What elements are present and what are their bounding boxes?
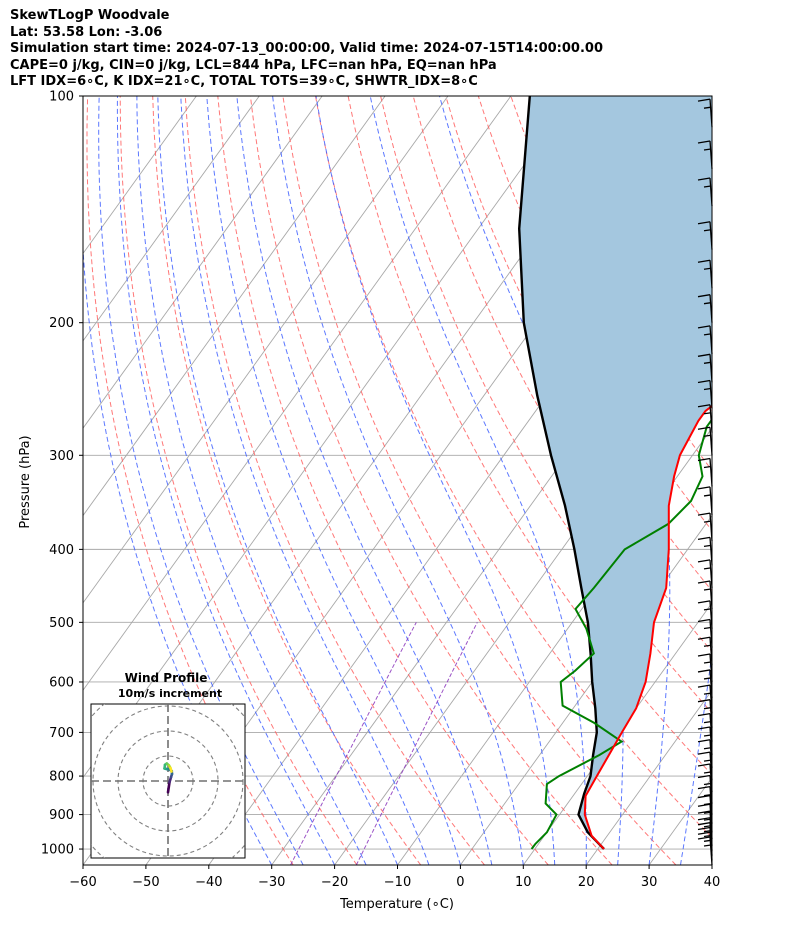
dry-adiabat bbox=[119, 96, 358, 865]
x-tick-label: 10 bbox=[515, 875, 532, 890]
moist-adiabat bbox=[98, 96, 304, 865]
axes-layer: Pressure (hPa) Temperature (∘C) −60 −50 −4… bbox=[18, 90, 720, 913]
moist-adiabat bbox=[272, 96, 524, 865]
y-tick-label: 200 bbox=[49, 316, 74, 331]
dry-adiabat bbox=[347, 96, 712, 776]
x-tick-label: −20 bbox=[321, 875, 348, 890]
isotherm-line bbox=[83, 96, 512, 692]
cape-indices-line: CAPE=0 j/kg, CIN=0 j/kg, LCL=844 hPa, LF… bbox=[10, 57, 497, 73]
x-tick-label: −10 bbox=[384, 875, 411, 890]
isotherm-line bbox=[585, 689, 712, 865]
isotherm-line bbox=[83, 96, 260, 342]
dry-adiabat bbox=[217, 96, 549, 865]
moist-adiabat bbox=[315, 96, 556, 865]
mixing-ratio-line bbox=[355, 622, 478, 865]
moist-adiabat bbox=[711, 862, 712, 865]
moist-adiabat bbox=[116, 96, 336, 865]
dry-adiabat bbox=[249, 96, 613, 865]
chart-title: SkewTLogP Woodvale bbox=[10, 8, 170, 23]
isotherm-line bbox=[271, 252, 712, 865]
y-tick-label: 700 bbox=[49, 726, 74, 741]
mixing-ratio-line bbox=[290, 622, 417, 865]
dewpoint-line bbox=[530, 417, 712, 850]
x-tick-label: 0 bbox=[456, 875, 464, 890]
isotherm-line bbox=[460, 514, 712, 865]
title-block: SkewTLogP Woodvale Lat: 53.58 Lon: -3.06… bbox=[10, 8, 603, 91]
y-tick-label: 400 bbox=[49, 543, 74, 558]
x-tick-label: −50 bbox=[132, 875, 159, 890]
y-tick-label: 1000 bbox=[41, 843, 74, 858]
x-tick-label: 30 bbox=[641, 875, 658, 890]
isotherm-line bbox=[83, 96, 449, 604]
dry-adiabat bbox=[315, 96, 712, 839]
inset-title: Wind Profile bbox=[125, 671, 208, 685]
parcel-profile-line bbox=[517, 96, 605, 850]
y-tick-label: 500 bbox=[49, 616, 74, 631]
isotherm-line bbox=[83, 96, 323, 429]
isotherm-line bbox=[711, 864, 712, 865]
location-line: Lat: 53.58 Lon: -3.06 bbox=[10, 24, 163, 40]
isotherm-line bbox=[775, 96, 794, 865]
background-lines bbox=[83, 96, 794, 865]
x-tick-label: 20 bbox=[578, 875, 595, 890]
moist-adiabat bbox=[157, 96, 398, 865]
cape-layer bbox=[519, 96, 712, 849]
dry-adiabat bbox=[184, 96, 485, 865]
dry-adiabat bbox=[705, 96, 712, 109]
dry-adiabat bbox=[86, 96, 294, 865]
isotherm-line bbox=[83, 96, 197, 255]
hodograph-segment bbox=[169, 766, 173, 773]
y-tick-label: 300 bbox=[49, 449, 74, 464]
y-tick-label: 900 bbox=[49, 808, 74, 823]
y-axis-label: Pressure (hPa) bbox=[18, 435, 33, 528]
x-axis-label: Temperature (∘C) bbox=[339, 897, 454, 912]
cape-shading bbox=[519, 96, 712, 849]
moist-adiabat bbox=[180, 96, 430, 865]
x-tick-label: −40 bbox=[195, 875, 222, 890]
y-tick-label: 600 bbox=[49, 675, 74, 690]
temperature-line bbox=[583, 404, 712, 850]
moist-adiabat bbox=[744, 96, 794, 865]
isotherm-line bbox=[83, 96, 386, 517]
moist-adiabat bbox=[236, 96, 493, 865]
y-tick-label: 100 bbox=[49, 90, 74, 105]
series-layer bbox=[517, 96, 712, 850]
wind-barb bbox=[697, 486, 713, 515]
dry-adiabat bbox=[739, 96, 794, 865]
inset-subtitle: 10m/s increment bbox=[118, 687, 222, 700]
dry-adiabat bbox=[380, 96, 712, 714]
moist-adiabat bbox=[206, 96, 461, 865]
dry-adiabat bbox=[282, 96, 677, 865]
x-tick-label: −60 bbox=[69, 875, 96, 890]
stability-indices-line: LFT IDX=6∘C, K IDX=21∘C, TOTAL TOTS=39∘C… bbox=[10, 74, 478, 90]
hodograph-inset: Wind Profile 10m/s increment bbox=[90, 671, 246, 859]
dry-adiabat bbox=[771, 96, 794, 865]
x-tick-label: 40 bbox=[704, 875, 721, 890]
moist-adiabat bbox=[136, 96, 367, 865]
dry-adiabat bbox=[152, 96, 422, 865]
simulation-time-line: Simulation start time: 2024-07-13_00:00:… bbox=[10, 41, 603, 57]
y-tick-label: 800 bbox=[49, 770, 74, 785]
x-tick-label: −30 bbox=[258, 875, 285, 890]
